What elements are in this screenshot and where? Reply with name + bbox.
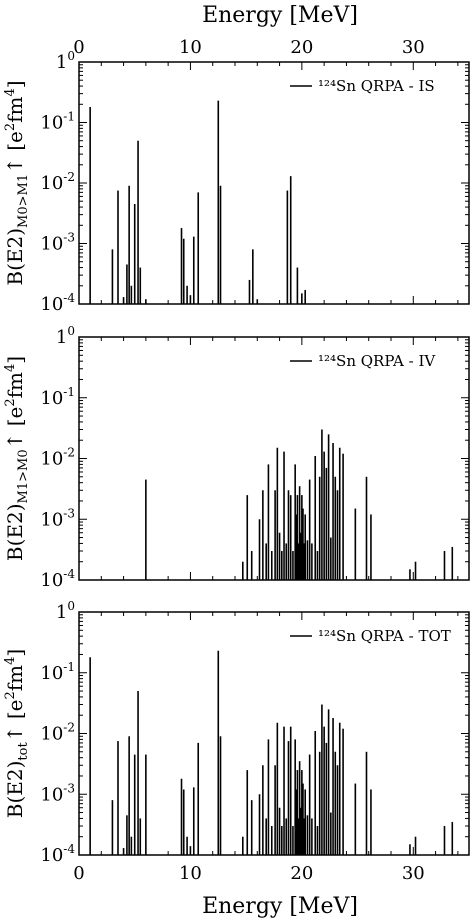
y-tick-label: 10-3 bbox=[40, 231, 75, 255]
y-axis-title: B(E2)M1>M0↑ [e2fm4] bbox=[3, 356, 31, 561]
y-tick-label: 10-2 bbox=[40, 446, 75, 470]
top-x-axis-title: Energy [MeV] bbox=[202, 3, 358, 28]
legend-label: ¹²⁴Sn QRPA - TOT bbox=[318, 627, 451, 645]
legend-label: ¹²⁴Sn QRPA - IS bbox=[318, 77, 435, 95]
top-x-tick-label: 20 bbox=[290, 37, 313, 58]
y-tick-label: 10-4 bbox=[40, 842, 75, 866]
plot-frame bbox=[78, 336, 470, 581]
y-tick-label: 10-1 bbox=[40, 660, 75, 684]
top-x-tick-labels: 0 10 20 30 bbox=[73, 37, 424, 58]
y-tick-label: 10-3 bbox=[40, 781, 75, 805]
y-axis-title: B(E2)M0>M1↑ [e2fm4] bbox=[3, 80, 31, 285]
top-x-tick-label: 30 bbox=[402, 37, 425, 58]
bottom-x-tick-labels: 0 10 20 30 bbox=[73, 863, 424, 884]
y-tick-label: 10-4 bbox=[40, 567, 75, 591]
bottom-x-tick-label: 30 bbox=[402, 863, 425, 884]
top-x-tick-label: 10 bbox=[179, 37, 202, 58]
bottom-x-axis-title: Energy [MeV] bbox=[202, 894, 358, 919]
y-tick-label: 10 bbox=[56, 324, 75, 348]
bottom-x-tick-label: 20 bbox=[290, 863, 313, 884]
y-axis-title: B(E2)tot↑ [e2fm4] bbox=[3, 649, 31, 818]
panel-iv: 10-4 10-3 10-2 10-1 10 ¹²⁴Sn QRPA - IV B(E2)M1… bbox=[3, 324, 470, 591]
y-tick-label: 10-4 bbox=[40, 291, 75, 315]
y-tick-label: 10 bbox=[56, 599, 75, 623]
y-tick-label: 10-3 bbox=[40, 506, 75, 530]
y-tick-label: 10-1 bbox=[40, 110, 75, 134]
top-x-tick-label: 0 bbox=[73, 37, 84, 58]
panel-tot: 10-4 10-3 10-2 10-1 10 ¹²⁴Sn QRPA - TOT B(E2)t… bbox=[3, 599, 470, 866]
panel-is: 10-4 10-3 10-2 10-1 10 ¹²⁴Sn QRPA - IS B(E2)M0… bbox=[3, 49, 470, 315]
bottom-x-tick-label: 10 bbox=[179, 863, 202, 884]
chart-panels: 10-4 10-3 10-2 10-1 10 ¹²⁴Sn QRPA - IS B(E2)M0… bbox=[3, 49, 470, 866]
y-tick-label: 10-2 bbox=[40, 170, 75, 194]
y-tick-label: 10-2 bbox=[40, 721, 75, 745]
bottom-x-tick-label: 0 bbox=[73, 863, 84, 884]
y-tick-label: 10-1 bbox=[40, 385, 75, 409]
legend-label: ¹²⁴Sn QRPA - IV bbox=[318, 352, 436, 370]
y-tick-label: 10 bbox=[56, 49, 75, 73]
